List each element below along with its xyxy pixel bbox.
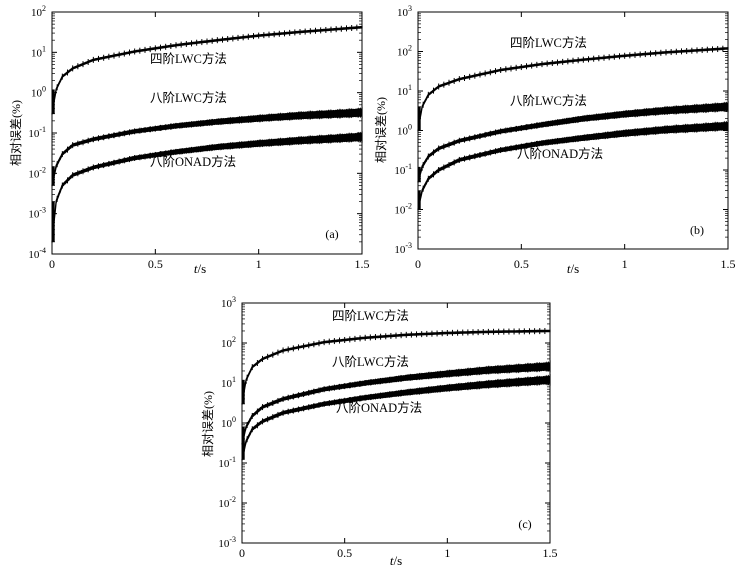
series-2: 八阶LWC方法	[417, 93, 729, 185]
y-axis-label: 相对误差(%)	[374, 97, 388, 163]
y-tick-label: 100	[31, 85, 46, 100]
y-tick-label: 101	[221, 375, 236, 390]
y-tick-label: 10-4	[28, 246, 46, 261]
chart-panel-a: 10-4 10-3 10-2 10-1 100 101 102 0 0.5 1 1.5 t/s 相对误差…	[9, 4, 370, 276]
y-tick-label: 103	[397, 4, 412, 19]
x-tick-label: 1.5	[355, 257, 370, 271]
y-tick-label: 10-3	[394, 241, 412, 256]
y-axis-label: 相对误差(%)	[201, 391, 215, 457]
series-label: 八阶LWC方法	[332, 354, 409, 369]
series-line	[241, 373, 551, 461]
y-tick-label: 103	[221, 295, 236, 310]
series-label: 四阶LWC方法	[510, 35, 587, 50]
series-3: 八阶ONAD方法	[51, 131, 363, 245]
series-label: 八阶ONAD方法	[150, 154, 236, 169]
series-label: 八阶ONAD方法	[517, 146, 603, 161]
x-tick-label: 1	[622, 257, 628, 271]
y-tick-label: 10-3	[218, 535, 236, 550]
series-2: 八阶LWC方法	[51, 90, 363, 189]
panel-label: (c)	[518, 517, 531, 531]
series-1: 四阶LWC方法	[51, 24, 363, 117]
x-tick-label: 1	[444, 546, 450, 560]
x-axis-label: t/s	[390, 553, 402, 568]
y-tick-label: 102	[221, 335, 236, 350]
x-tick-label: 0.5	[514, 257, 529, 271]
series-label: 八阶ONAD方法	[336, 400, 422, 415]
x-tick-label: 0	[49, 257, 55, 271]
x-tick-label: 1.5	[721, 257, 736, 271]
series-label: 八阶LWC方法	[150, 90, 227, 105]
y-axis-label: 相对误差(%)	[9, 100, 23, 166]
series-1: 四阶LWC方法	[241, 308, 551, 407]
x-axis-label: t/s	[194, 261, 206, 276]
series-line	[417, 119, 729, 211]
series-label: 八阶LWC方法	[510, 93, 587, 108]
y-tick-label: 102	[31, 4, 46, 19]
chart-panel-c: 10-3 10-2 10-1 100 101 102 103 0 0.5 1 1.5 t/s 相对误差(…	[201, 295, 558, 568]
plot-frame	[51, 11, 363, 255]
series-line	[417, 100, 729, 183]
y-tick-label: 10-2	[218, 495, 236, 510]
y-tick-label: 101	[31, 44, 46, 59]
y-tick-label: 100	[221, 415, 236, 430]
y-tick-label: 10-2	[28, 165, 46, 180]
x-tick-label: 0.5	[337, 546, 352, 560]
y-tick-label: 102	[397, 44, 412, 59]
plot-frame	[241, 302, 551, 544]
y-tick-label: 10-1	[394, 162, 412, 177]
series-label: 四阶LWC方法	[332, 308, 409, 323]
y-tick-label: 101	[397, 83, 412, 98]
series-3: 八阶ONAD方法	[417, 119, 729, 213]
x-tick-label: 1.5	[543, 546, 558, 560]
series-label: 四阶LWC方法	[150, 51, 227, 66]
panel-label: (a)	[325, 227, 338, 241]
x-tick-label: 0	[415, 257, 421, 271]
y-tick-label: 10-1	[28, 125, 46, 140]
x-tick-label: 1	[256, 257, 262, 271]
y-tick-label: 100	[397, 123, 412, 138]
series-2: 八阶LWC方法	[241, 354, 551, 447]
y-tick-label: 10-1	[218, 455, 236, 470]
series-3: 八阶ONAD方法	[241, 373, 551, 463]
x-axis-label: t/s	[567, 261, 579, 276]
y-tick-label: 10-3	[28, 206, 46, 221]
chart-panel-b: 10-3 10-2 10-1 100 101 102 103 0 0.5 1 1.5 t/s 相对误差(…	[374, 4, 736, 276]
panel-label: (b)	[690, 223, 704, 237]
x-tick-label: 0	[239, 546, 245, 560]
y-tick-label: 10-2	[394, 202, 412, 217]
series-1: 四阶LWC方法	[417, 35, 729, 134]
x-tick-label: 0.5	[148, 257, 163, 271]
